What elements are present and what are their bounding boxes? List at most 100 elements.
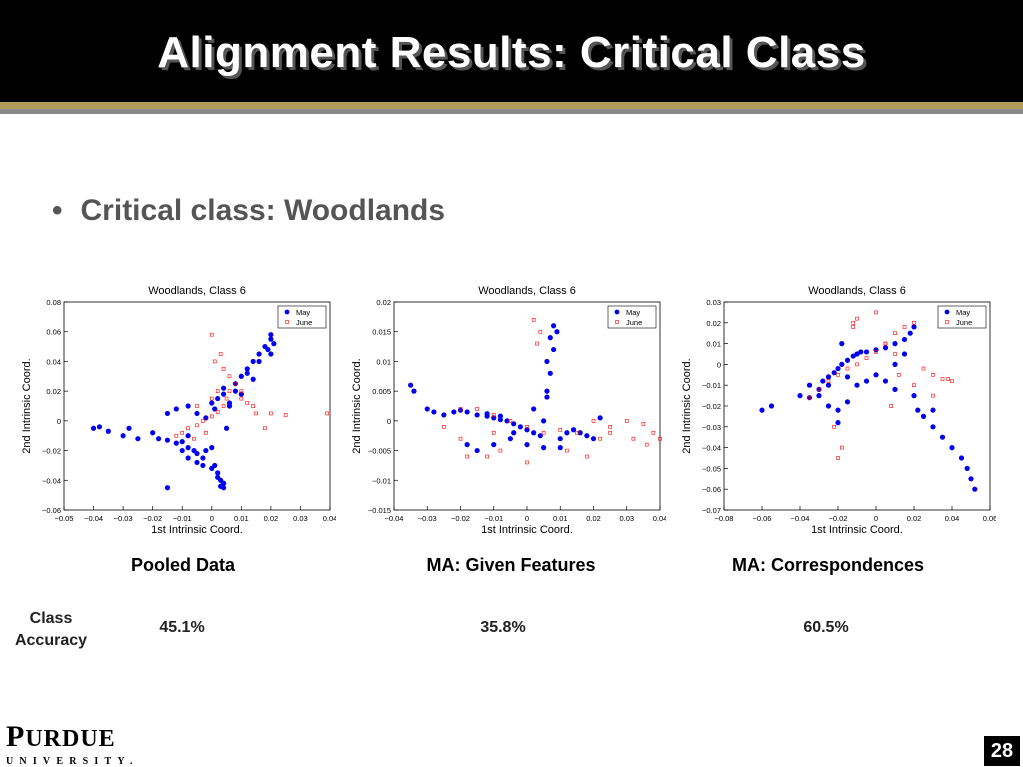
x-tick-label: 0.04: [653, 514, 666, 523]
caption-pooled-data: Pooled Data: [130, 555, 236, 575]
y-tick-label: 0.02: [46, 387, 61, 396]
data-point-june: [239, 396, 244, 401]
legend-label-may: May: [626, 308, 640, 317]
y-tick-label: −0.04: [42, 476, 61, 485]
data-point-june: [641, 422, 646, 426]
data-point-may: [858, 349, 864, 355]
data-point-may: [491, 415, 497, 421]
data-point-may: [203, 415, 209, 421]
data-point-june: [608, 430, 612, 435]
data-point-may: [96, 424, 103, 430]
bullet-item: • Critical class: Woodlands: [52, 194, 445, 228]
data-point-june: [864, 356, 869, 360]
y-axis-label: 2nd Intrinsic Coord.: [681, 358, 693, 453]
data-point-june: [204, 430, 208, 435]
data-point-june: [893, 331, 897, 336]
data-point-may: [768, 403, 775, 409]
x-tick-label: −0.01: [484, 514, 503, 523]
data-point-may: [223, 425, 230, 431]
data-point-may: [797, 393, 803, 399]
data-point-june: [180, 430, 185, 435]
data-point-june: [817, 387, 821, 392]
data-point-may: [930, 424, 936, 430]
data-point-june: [902, 325, 907, 329]
logo-name-rest: URDUE: [25, 726, 116, 752]
data-point-may: [221, 485, 227, 491]
data-point-june: [227, 389, 232, 393]
slide-title: Alignment Results: Critical Class: [157, 28, 866, 77]
data-point-june: [836, 373, 840, 377]
data-point-may: [835, 365, 841, 372]
data-point-may: [835, 407, 841, 413]
data-point-may: [949, 445, 955, 451]
data-point-june: [186, 426, 190, 431]
data-point-june: [874, 310, 878, 315]
data-point-june: [658, 436, 662, 441]
data-point-may: [844, 374, 851, 380]
data-point-june: [624, 419, 629, 423]
x-tick-label: 0.01: [234, 514, 249, 523]
y-tick-label: 0.005: [372, 387, 391, 396]
data-point-may: [250, 358, 256, 365]
x-tick-label: 0.02: [907, 514, 922, 523]
data-point-may: [150, 430, 156, 436]
caption-given-features: MA: Given Features: [426, 555, 596, 575]
data-point-june: [851, 325, 855, 329]
scatter-chart-given-features: Woodlands, Class 6 −0.04 −0.03 −0.02 −0.01 0 0…: [348, 280, 667, 545]
data-point-may: [873, 347, 879, 353]
caption-correspondences: MA: Correspondences: [731, 555, 925, 575]
chart-title: Woodlands, Class 6: [148, 285, 246, 297]
chart-title: Woodlands, Class 6: [808, 285, 906, 297]
data-point-june: [631, 436, 636, 441]
data-point-may: [547, 370, 553, 376]
data-point-may: [484, 411, 490, 417]
data-point-june: [931, 373, 935, 377]
data-point-may: [90, 425, 97, 431]
x-tick-label: −0.06: [753, 514, 772, 523]
y-tick-label: −0.01: [372, 476, 391, 485]
data-point-may: [537, 433, 543, 439]
data-point-may: [497, 413, 503, 419]
data-point-may: [920, 413, 927, 419]
data-point-may: [179, 439, 185, 445]
data-point-may: [411, 388, 417, 394]
y-tick-label: 0.01: [706, 340, 721, 349]
data-point-may: [474, 412, 480, 418]
data-point-may: [194, 459, 200, 466]
data-point-may: [464, 442, 470, 448]
data-point-may: [424, 406, 430, 412]
data-point-june: [651, 430, 656, 435]
data-point-may: [464, 409, 470, 415]
x-axis-label: 1st Intrinsic Coord.: [481, 524, 573, 536]
data-point-may: [517, 424, 523, 430]
y-tick-label: −0.07: [702, 506, 721, 515]
data-point-may: [930, 407, 936, 413]
data-point-may: [164, 485, 171, 491]
y-tick-label: −0.03: [702, 423, 721, 432]
data-point-may: [250, 376, 256, 382]
data-point-june: [221, 404, 226, 408]
data-point-may: [232, 381, 239, 387]
legend-marker-june: [285, 320, 289, 324]
plot-frame: [723, 301, 991, 511]
data-point-may: [209, 400, 215, 406]
data-point-may: [892, 386, 898, 392]
data-point-june: [558, 427, 563, 432]
y-tick-label: −0.06: [42, 506, 61, 515]
y-tick-label: 0: [717, 360, 721, 369]
data-point-may: [408, 382, 414, 388]
data-point-may: [511, 421, 517, 427]
data-point-june: [874, 350, 878, 354]
data-point-june: [644, 442, 649, 447]
data-point-may: [185, 403, 191, 409]
data-point-may: [839, 361, 845, 367]
x-tick-label: 0.04: [323, 514, 336, 523]
data-point-june: [209, 332, 214, 337]
data-point-may: [209, 445, 215, 451]
data-point-june: [283, 413, 288, 417]
data-point-june: [201, 419, 205, 423]
data-point-june: [575, 430, 579, 435]
data-point-may: [968, 476, 974, 482]
data-point-may: [964, 465, 970, 471]
data-point-may: [105, 428, 111, 434]
